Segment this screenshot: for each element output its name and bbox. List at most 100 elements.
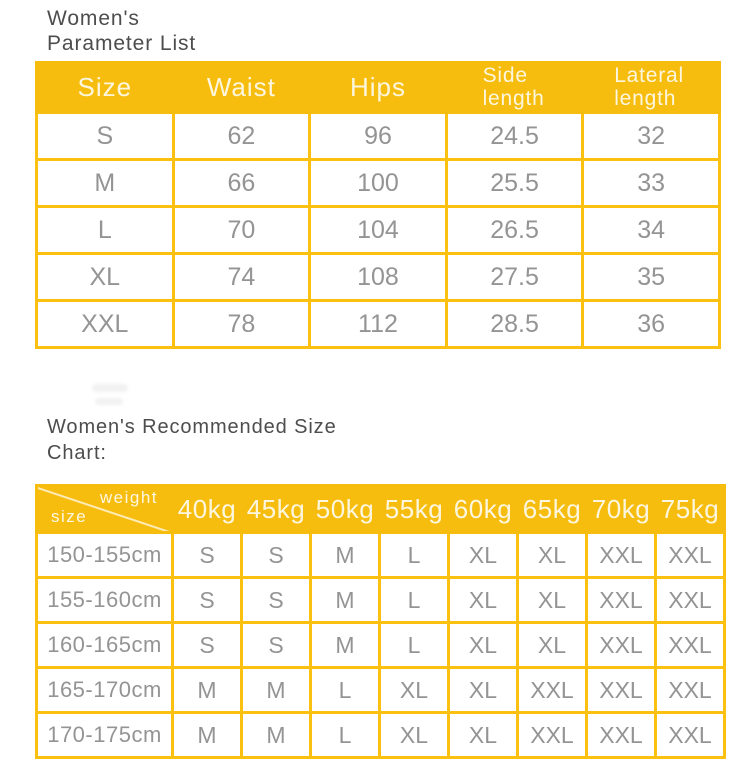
table-row: 170-175cm M M L XL XL XXL XXL XXL (35, 711, 726, 759)
rec-size-cell: L (309, 666, 381, 714)
height-range-label: 155-160cm (35, 576, 174, 624)
col-header-lateral-length-text: Lateral length (614, 63, 684, 110)
table-row: M 66 100 25.5 33 (35, 158, 721, 208)
size-cell: L (35, 205, 175, 255)
lateral-length-cell: 32 (581, 111, 721, 161)
rec-size-cell: M (171, 666, 243, 714)
rec-size-cell: XL (516, 621, 588, 669)
hips-cell: 112 (308, 299, 448, 349)
recommended-size-table: weight size 40kg 45kg 50kg 55kg 60kg 65k… (35, 484, 726, 759)
rec-size-cell: M (171, 711, 243, 759)
rec-size-cell: L (378, 576, 450, 624)
table-header-row: weight size 40kg 45kg 50kg 55kg 60kg 65k… (35, 484, 726, 534)
col-header-waist: Waist (171, 61, 312, 114)
col-header-60kg: 60kg (447, 484, 519, 534)
table-row: 160-165cm S S M L XL XL XXL XXL (35, 621, 726, 669)
rec-size-cell: XXL (516, 666, 588, 714)
table-row: XL 74 108 27.5 35 (35, 252, 721, 302)
col-header-40kg: 40kg (171, 484, 243, 534)
table-row: L 70 104 26.5 34 (35, 205, 721, 255)
rec-size-cell: XL (378, 711, 450, 759)
rec-size-cell: XXL (654, 531, 726, 579)
rec-size-cell: XL (447, 621, 519, 669)
parameter-list-title: Women's Parameter List (47, 7, 197, 55)
rec-size-cell: XL (516, 576, 588, 624)
corner-size-label: size (51, 507, 88, 526)
recommended-size-title: Women's Recommended Size Chart: (47, 416, 337, 465)
corner-weight-label: weight (99, 488, 158, 508)
lateral-length-cell: 36 (581, 299, 721, 349)
rec-size-cell: L (309, 711, 381, 759)
corner-header-cell: weight size (35, 484, 174, 534)
col-header-55kg: 55kg (378, 484, 450, 534)
col-header-50kg: 50kg (309, 484, 381, 534)
rec-size-cell: XL (447, 576, 519, 624)
col-header-hips: Hips (308, 61, 448, 114)
rec-size-cell: XXL (516, 711, 588, 759)
watermark-smudge (95, 398, 123, 405)
rec-size-cell: XL (447, 666, 519, 714)
height-range-label: 150-155cm (35, 531, 174, 579)
table-row: S 62 96 24.5 32 (35, 111, 721, 161)
rec-size-cell: M (309, 621, 381, 669)
height-range-label: 165-170cm (35, 666, 174, 714)
col-header-45kg: 45kg (240, 484, 312, 534)
table-row: 165-170cm M M L XL XL XXL XXL XXL (35, 666, 726, 714)
table-row: XXL 78 112 28.5 36 (35, 299, 721, 349)
size-cell: XL (35, 252, 175, 302)
table-row: 155-160cm S S M L XL XL XXL XXL (35, 576, 726, 624)
side-length-cell: 25.5 (444, 158, 585, 208)
hips-cell: 104 (308, 205, 448, 255)
rec-size-cell: M (240, 711, 312, 759)
rec-size-cell: L (378, 531, 450, 579)
rec-size-cell: XXL (585, 711, 657, 759)
rec-size-cell: S (240, 576, 312, 624)
side-length-cell: 28.5 (444, 299, 585, 349)
rec-size-cell: XXL (654, 711, 726, 759)
waist-cell: 78 (171, 299, 312, 349)
col-header-size: Size (35, 61, 175, 114)
rec-size-cell: XL (516, 531, 588, 579)
size-cell: M (35, 158, 175, 208)
rec-size-cell: XXL (654, 576, 726, 624)
table-header-row: Size Waist Hips Side length Lateral leng… (35, 61, 721, 114)
col-header-side-length: Side length (444, 61, 585, 114)
rec-size-cell: S (240, 621, 312, 669)
side-length-cell: 26.5 (444, 205, 585, 255)
lateral-length-cell: 34 (581, 205, 721, 255)
table-row: 150-155cm S S M L XL XL XXL XXL (35, 531, 726, 579)
rec-size-cell: XXL (585, 621, 657, 669)
col-header-65kg: 65kg (516, 484, 588, 534)
waist-cell: 74 (171, 252, 312, 302)
rec-size-cell: M (240, 666, 312, 714)
rec-size-cell: M (309, 576, 381, 624)
side-length-cell: 27.5 (444, 252, 585, 302)
side-length-cell: 24.5 (444, 111, 585, 161)
rec-size-cell: M (309, 531, 381, 579)
rec-size-cell: S (171, 576, 243, 624)
waist-cell: 70 (171, 205, 312, 255)
col-header-side-length-text: Side length (482, 63, 545, 110)
rec-size-cell: S (171, 621, 243, 669)
col-header-75kg: 75kg (654, 484, 726, 534)
watermark-smudge (92, 384, 128, 392)
rec-size-cell: S (171, 531, 243, 579)
hips-cell: 100 (308, 158, 448, 208)
lateral-length-cell: 35 (581, 252, 721, 302)
col-header-lateral-length: Lateral length (581, 61, 721, 114)
size-cell: S (35, 111, 175, 161)
rec-size-cell: XL (447, 531, 519, 579)
rec-size-cell: XXL (585, 531, 657, 579)
rec-size-cell: XL (378, 666, 450, 714)
parameter-list-table: Size Waist Hips Side length Lateral leng… (35, 61, 721, 349)
rec-size-cell: XXL (585, 666, 657, 714)
waist-cell: 66 (171, 158, 312, 208)
rec-size-cell: XXL (585, 576, 657, 624)
height-range-label: 170-175cm (35, 711, 174, 759)
rec-size-cell: XL (447, 711, 519, 759)
col-header-70kg: 70kg (585, 484, 657, 534)
size-cell: XXL (35, 299, 175, 349)
rec-size-cell: L (378, 621, 450, 669)
rec-size-cell: XXL (654, 621, 726, 669)
rec-size-cell: S (240, 531, 312, 579)
